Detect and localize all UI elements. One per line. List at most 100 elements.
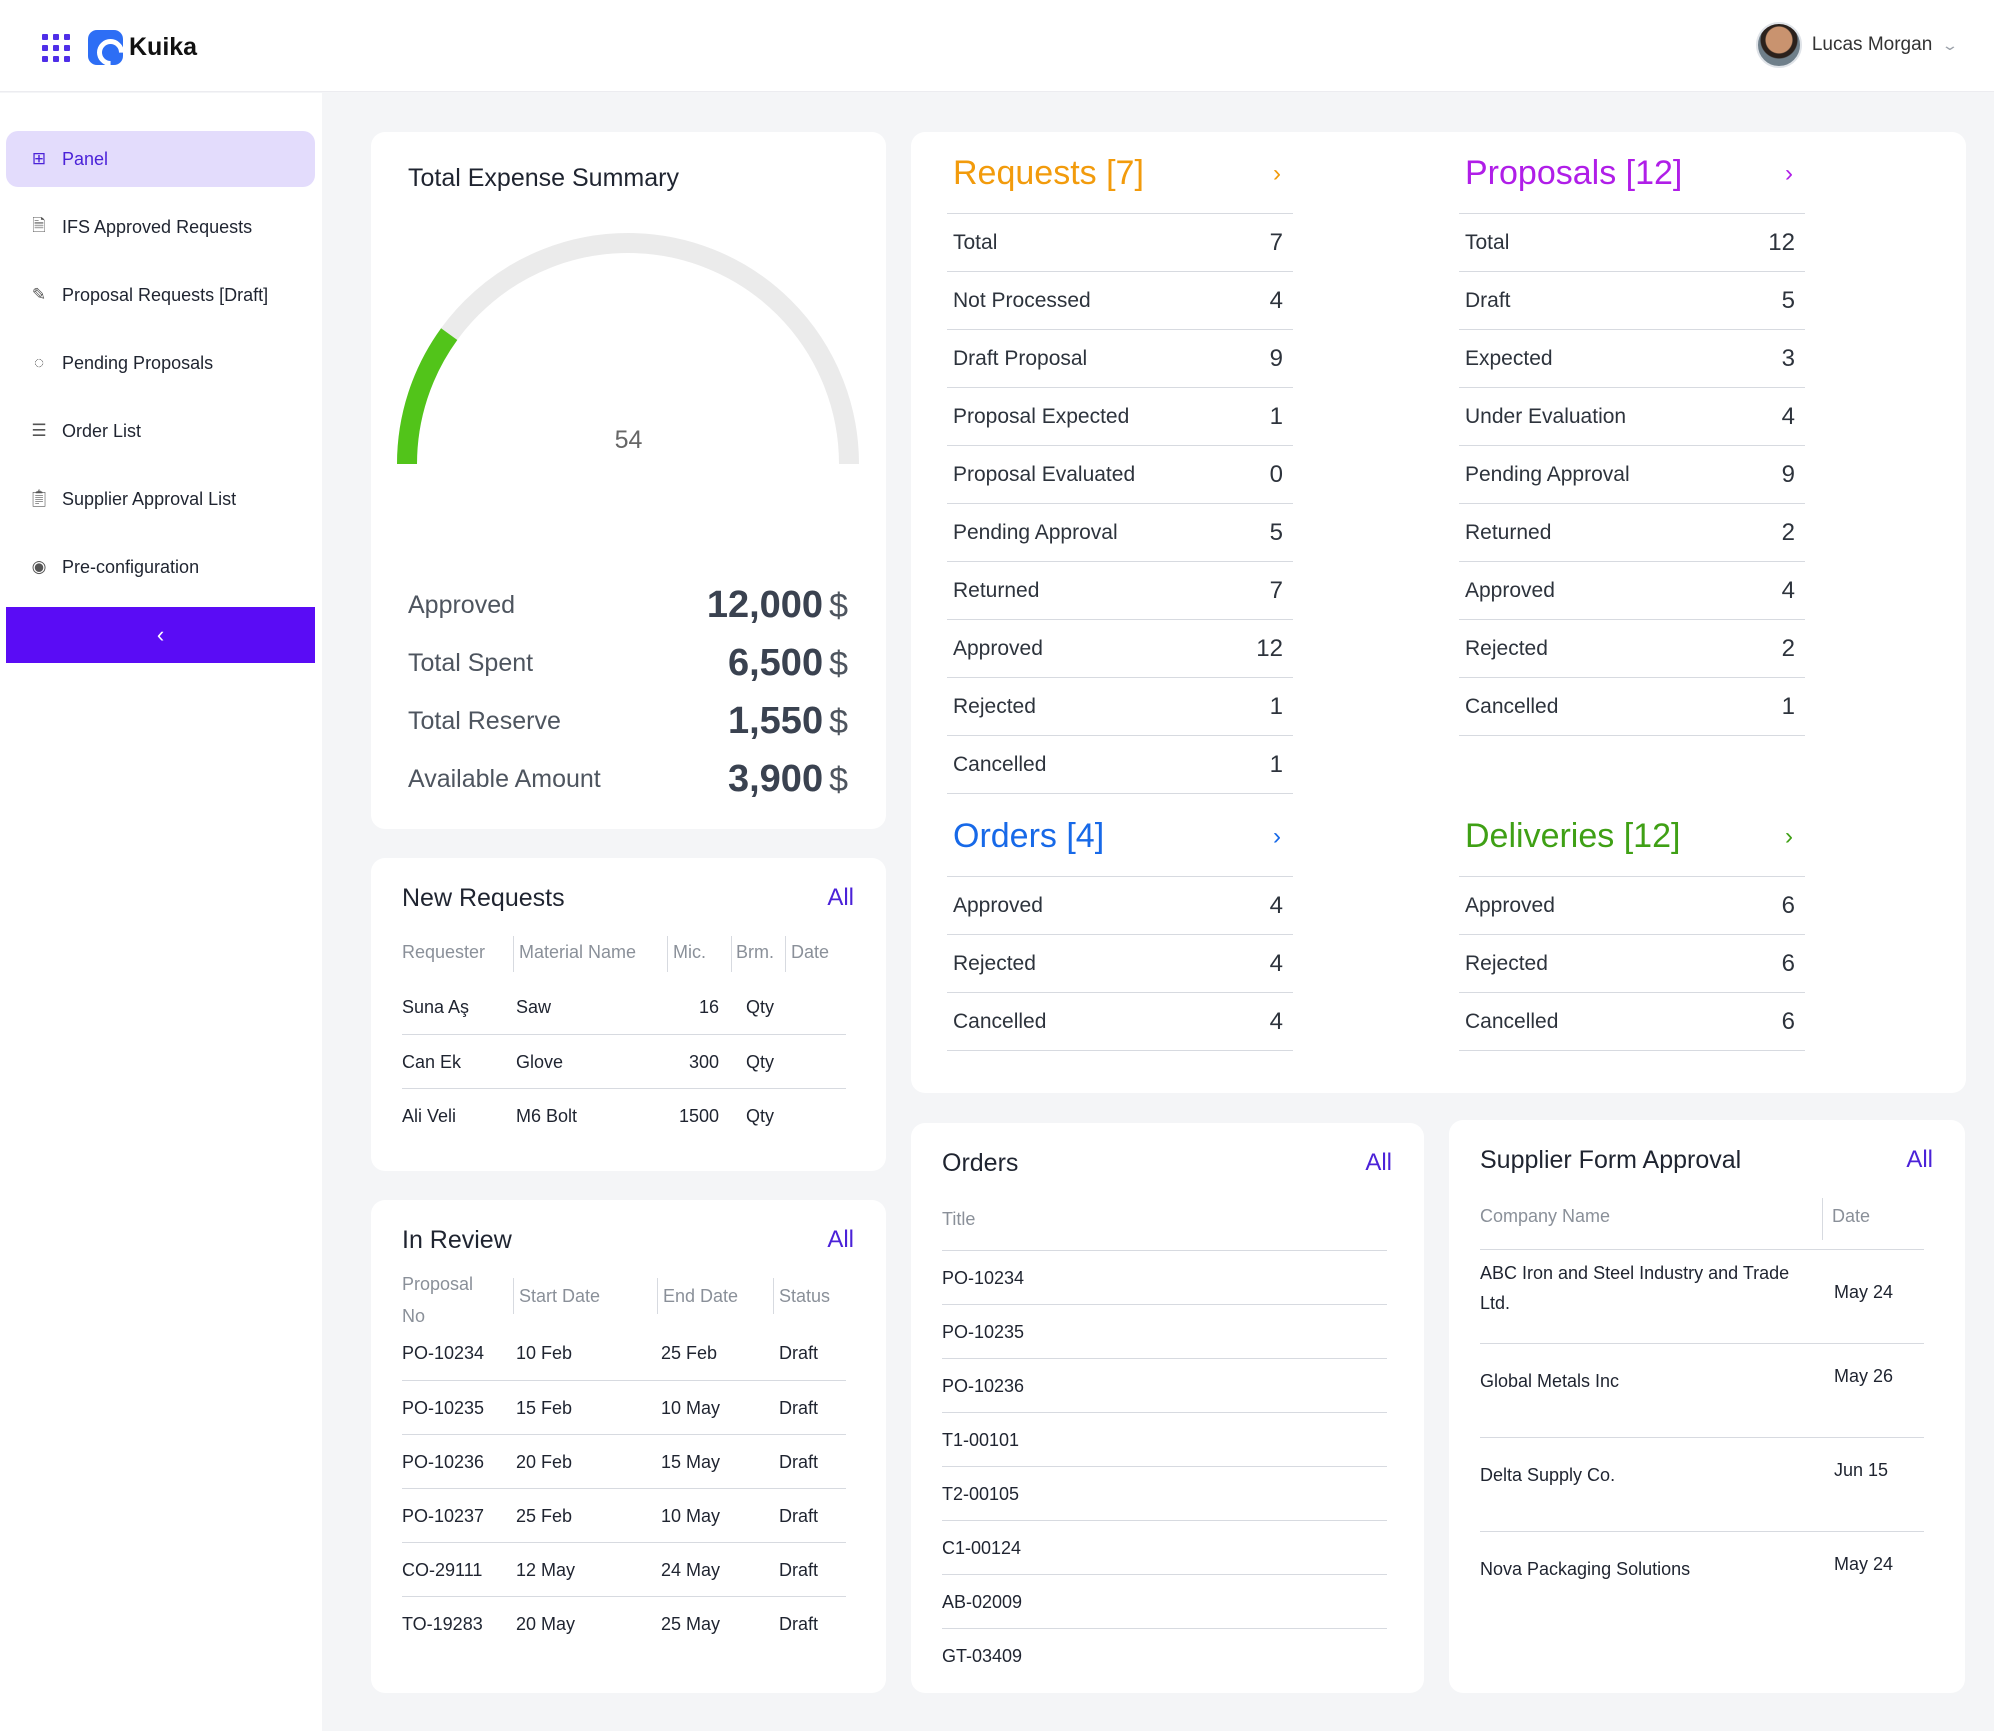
stat-value: 9: [1781, 460, 1795, 488]
stat-row[interactable]: Approved 4: [1459, 561, 1805, 619]
cell-no: PO-10234: [402, 1343, 485, 1363]
logo[interactable]: Kuika: [88, 30, 197, 65]
stat-row[interactable]: Approved 12: [947, 619, 1293, 677]
stat-row[interactable]: Approved 6: [1459, 876, 1805, 934]
stat-row[interactable]: Expected 3: [1459, 329, 1805, 387]
table-row[interactable]: PO-10234: [942, 1250, 1387, 1304]
cell-material: M6 Bolt: [516, 1106, 578, 1126]
sidebar-item-label: Proposal Requests [Draft]: [62, 284, 269, 305]
sidebar-item-pending-proposals[interactable]: ◌ Pending Proposals: [6, 335, 315, 391]
table-row[interactable]: PO-10236: [942, 1358, 1387, 1412]
table-row[interactable]: PO-10237 25 Feb 10 May Draft: [402, 1488, 846, 1542]
gauge-value: 54: [614, 426, 643, 454]
expense-gauge: [397, 233, 859, 465]
sidebar: ⊞ Panel 🗎 IFS Approved Requests ✎ Propos…: [0, 93, 322, 1731]
stat-label: Rejected: [953, 951, 1036, 975]
stat-label: Cancelled: [1465, 694, 1559, 718]
orders-all-link[interactable]: All: [1365, 1149, 1392, 1176]
stat-row[interactable]: Proposal Evaluated 0: [947, 445, 1293, 503]
cell-end: 15 May: [661, 1452, 721, 1472]
currency: $: [829, 586, 848, 625]
deliveries-chevron-right-icon[interactable]: ›: [1785, 823, 1793, 850]
stat-row[interactable]: Cancelled 1: [947, 735, 1293, 793]
table-row[interactable]: Suna Aş Saw 16 Qty: [402, 980, 846, 1034]
stat-value: 9: [1269, 344, 1283, 372]
table-row[interactable]: CO-29111 12 May 24 May Draft: [402, 1542, 846, 1596]
requests-chevron-right-icon[interactable]: ›: [1273, 160, 1281, 187]
column-header: Title: [942, 1209, 976, 1229]
table-row[interactable]: Ali Veli M6 Bolt 1500 Qty: [402, 1088, 846, 1142]
stat-row[interactable]: Returned 2: [1459, 503, 1805, 561]
sidebar-item-panel[interactable]: ⊞ Panel: [6, 131, 315, 187]
sidebar-item-ifs-approved-requests[interactable]: 🗎 IFS Approved Requests: [6, 199, 315, 255]
stat-value: 6: [1781, 949, 1795, 977]
gauge-fill: [397, 328, 458, 465]
stat-value: 4: [1269, 891, 1283, 919]
stat-row[interactable]: Total 12: [1459, 213, 1805, 271]
sidebar-item-pre-configuration[interactable]: ◉ Pre-configuration: [6, 539, 315, 595]
stat-row[interactable]: Rejected 4: [947, 934, 1293, 992]
sidebar-item-label: Pre-configuration: [62, 556, 200, 577]
table-row[interactable]: Nova Packaging Solutions May 24: [1480, 1531, 1924, 1625]
new-requests-all-link[interactable]: All: [827, 884, 854, 911]
cell-qty: 300: [688, 1052, 719, 1072]
stat-row[interactable]: Under Evaluation 4: [1459, 387, 1805, 445]
table-row[interactable]: T1-00101: [942, 1412, 1387, 1466]
table-row[interactable]: Can Ek Glove 300 Qty: [402, 1034, 846, 1088]
stat-row[interactable]: Approved 4: [947, 876, 1293, 934]
sidebar-item-order-list[interactable]: ☰ Order List: [6, 403, 315, 459]
stat-label: Rejected: [953, 694, 1036, 718]
stat-row[interactable]: Rejected 6: [1459, 934, 1805, 992]
currency: $: [829, 644, 848, 683]
table-row[interactable]: PO-10236 20 Feb 15 May Draft: [402, 1434, 846, 1488]
stat-row[interactable]: Cancelled 6: [1459, 992, 1805, 1050]
stat-row[interactable]: Cancelled 4: [947, 992, 1293, 1050]
table-row[interactable]: C1-00124: [942, 1520, 1387, 1574]
table-row[interactable]: PO-10235: [942, 1304, 1387, 1358]
table-row[interactable]: GT-03409: [942, 1628, 1387, 1682]
clock-dashed-icon: ◌: [33, 353, 45, 372]
stat-row[interactable]: Proposal Expected 1: [947, 387, 1293, 445]
stat-row[interactable]: Total 7: [947, 213, 1293, 271]
grid-icon: ⊞: [31, 149, 47, 168]
table-row[interactable]: ABC Iron and Steel Industry and Trade Lt…: [1480, 1249, 1924, 1343]
table-row[interactable]: TO-19283 20 May 25 May Draft: [402, 1596, 846, 1650]
stat-row[interactable]: Rejected 2: [1459, 619, 1805, 677]
table-row[interactable]: T2-00105: [942, 1466, 1387, 1520]
summary-row-total-reserve: Total Reserve 1,550 $: [408, 696, 848, 746]
summary-row-total-spent: Total Spent 6,500 $: [408, 638, 848, 688]
orders-chevron-right-icon[interactable]: ›: [1273, 823, 1281, 850]
table-row[interactable]: Global Metals Inc May 26: [1480, 1343, 1924, 1437]
stat-value: 4: [1269, 286, 1283, 314]
cell-no: PO-10236: [402, 1452, 485, 1472]
stat-row[interactable]: Pending Approval 9: [1459, 445, 1805, 503]
cell-start: 15 Feb: [516, 1398, 573, 1418]
kuika-logo-icon: [88, 30, 123, 65]
sidebar-item-proposal-requests-draft[interactable]: ✎ Proposal Requests [Draft]: [6, 267, 315, 323]
in-review-card: In Review All Proposal No Start Date End…: [371, 1200, 886, 1693]
user-menu[interactable]: Lucas Morgan ⌄: [1755, 22, 1959, 68]
app-grid-icon[interactable]: [42, 34, 70, 62]
stat-row[interactable]: Draft Proposal 9: [947, 329, 1293, 387]
pencil-icon: ✎: [31, 285, 47, 304]
stat-row[interactable]: Cancelled 1: [1459, 677, 1805, 735]
proposals-chevron-right-icon[interactable]: ›: [1785, 160, 1793, 187]
table-row[interactable]: Delta Supply Co. Jun 15: [1480, 1437, 1924, 1531]
in-review-all-link[interactable]: All: [827, 1226, 854, 1253]
stat-row[interactable]: Rejected 1: [947, 677, 1293, 735]
table-row[interactable]: AB-02009: [942, 1574, 1387, 1628]
stat-row[interactable]: Pending Approval 5: [947, 503, 1293, 561]
supplier-approval-all-link[interactable]: All: [1906, 1146, 1933, 1173]
sidebar-collapse-button[interactable]: ‹: [6, 607, 315, 663]
table-row[interactable]: PO-10234 10 Feb 25 Feb Draft: [402, 1326, 846, 1380]
in-review-title: In Review: [402, 1226, 512, 1254]
sidebar-item-supplier-approval-list[interactable]: 📋︎ Supplier Approval List: [6, 471, 315, 527]
stat-row[interactable]: Draft 5: [1459, 271, 1805, 329]
cell-company: Nova Packaging Solutions: [1480, 1559, 1691, 1579]
summary-value: 1,550 $: [728, 700, 848, 743]
stat-row[interactable]: Returned 7: [947, 561, 1293, 619]
table-row[interactable]: PO-10235 15 Feb 10 May Draft: [402, 1380, 846, 1434]
stat-row[interactable]: Not Processed 4: [947, 271, 1293, 329]
cell-qty: 1500: [678, 1106, 719, 1126]
sidebar-item-label: IFS Approved Requests: [62, 216, 253, 237]
